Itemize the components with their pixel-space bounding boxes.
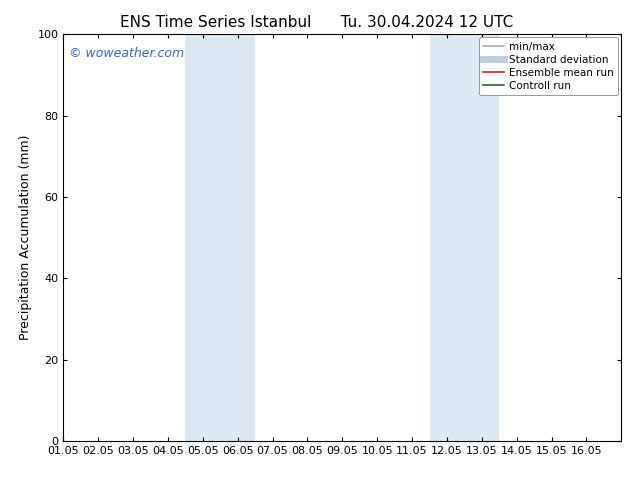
Bar [464, 34, 500, 441]
Y-axis label: Precipitation Accumulation (mm): Precipitation Accumulation (mm) [19, 135, 32, 341]
Text: © woweather.com: © woweather.com [69, 47, 184, 59]
Bar [185, 34, 221, 441]
Bar [221, 34, 255, 441]
Legend: min/max, Standard deviation, Ensemble mean run, Controll run: min/max, Standard deviation, Ensemble me… [479, 37, 618, 95]
Text: ENS Time Series Istanbul      Tu. 30.04.2024 12 UTC: ENS Time Series Istanbul Tu. 30.04.2024 … [120, 15, 514, 30]
Bar [429, 34, 464, 441]
